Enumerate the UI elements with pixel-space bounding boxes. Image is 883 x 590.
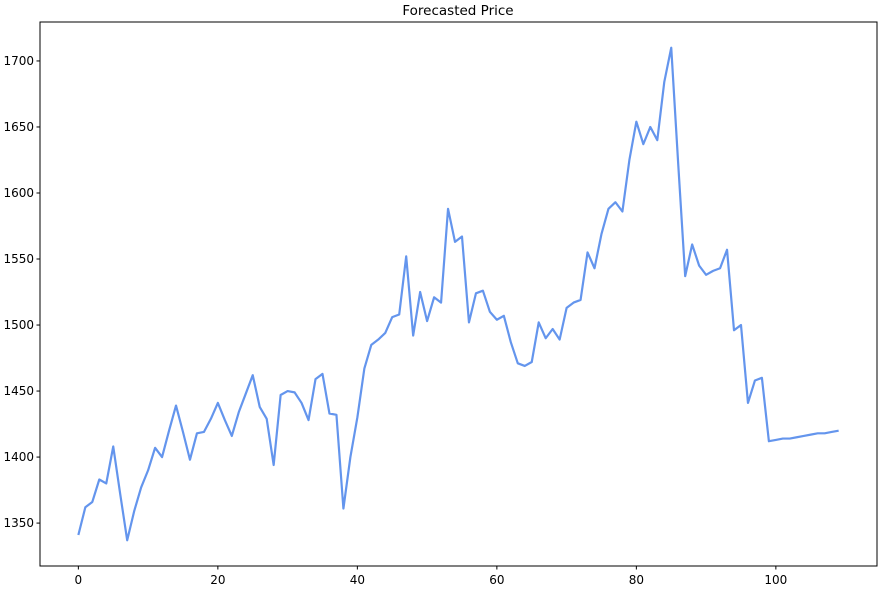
y-axis-tick-label: 1350 [3,516,34,530]
x-axis-tick-label: 40 [350,573,365,587]
x-axis-tick-label: 100 [764,573,787,587]
y-axis-tick-label: 1400 [3,450,34,464]
price-line [77,46,839,542]
y-axis-tick-label: 1700 [3,54,34,68]
x-axis-tick-label: 20 [210,573,225,587]
y-axis-tick-label: 1550 [3,252,34,266]
x-axis-tick-label: 80 [629,573,644,587]
y-axis-tick-label: 1600 [3,186,34,200]
y-axis-tick-label: 1650 [3,120,34,134]
line-series [77,46,839,542]
axes: 0 20 40 60 80 100 1350 1400 1450 1500 1550 1600 1650… [3,54,787,587]
plot-border [39,21,878,567]
chart-title: Forecasted Price [402,3,513,19]
y-axis-tick-label: 1450 [3,384,34,398]
x-axis-tick-label: 0 [75,573,83,587]
x-axis-tick-label: 60 [489,573,504,587]
y-axis-tick-label: 1500 [3,318,34,332]
